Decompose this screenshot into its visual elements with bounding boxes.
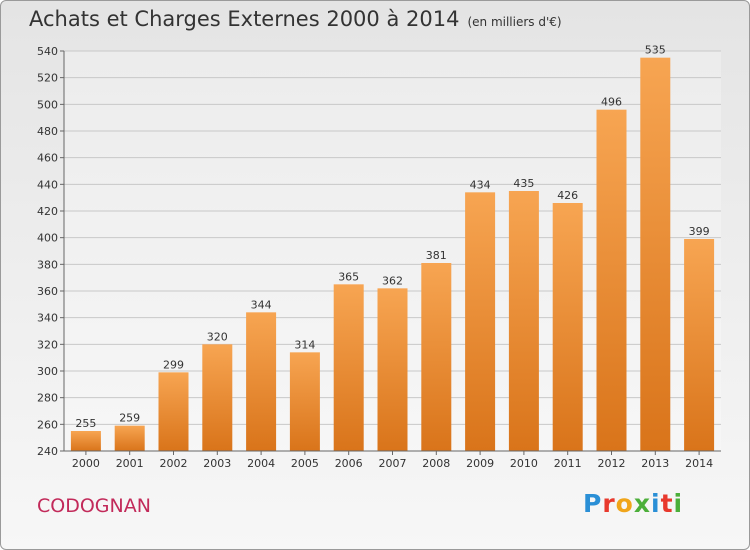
chart-title-text: Achats et Charges Externes 2000 à 2014 xyxy=(29,7,460,31)
data-label: 255 xyxy=(75,417,96,430)
bar xyxy=(465,192,496,452)
chart-unit: (en milliers d'€) xyxy=(467,15,562,29)
data-label: 344 xyxy=(251,298,272,311)
logo-letter: t xyxy=(660,489,674,518)
y-tick-label: 300 xyxy=(37,365,58,378)
y-tick-label: 500 xyxy=(37,98,58,111)
y-tick-label: 480 xyxy=(37,125,58,138)
data-label: 435 xyxy=(513,177,534,190)
bar xyxy=(114,425,145,451)
x-tick-label: 2007 xyxy=(379,457,407,470)
y-tick-label: 440 xyxy=(37,178,58,191)
chart-title: Achats et Charges Externes 2000 à 2014 (e… xyxy=(29,7,562,31)
data-label: 381 xyxy=(426,249,447,262)
x-tick-label: 2009 xyxy=(466,457,494,470)
y-tick-label: 360 xyxy=(37,285,58,298)
x-tick-label: 2004 xyxy=(247,457,275,470)
bar xyxy=(596,109,627,452)
x-tick-label: 2008 xyxy=(422,457,450,470)
data-label: 314 xyxy=(294,338,315,351)
x-tick-label: 2014 xyxy=(685,457,713,470)
x-tick-label: 2011 xyxy=(554,457,582,470)
logo-letter: i xyxy=(673,489,684,518)
data-label: 259 xyxy=(119,412,140,425)
y-tick-label: 340 xyxy=(37,312,58,325)
y-tick-label: 460 xyxy=(37,152,58,165)
data-label: 535 xyxy=(645,44,666,57)
bar xyxy=(508,191,539,451)
proxiti-logo: Proxiti xyxy=(583,489,683,518)
x-tick-label: 2000 xyxy=(72,457,100,470)
bar xyxy=(640,57,671,452)
x-tick-label: 2013 xyxy=(641,457,669,470)
bar xyxy=(552,203,583,451)
x-tick-label: 2005 xyxy=(291,457,319,470)
x-tick-label: 2010 xyxy=(510,457,538,470)
bar xyxy=(421,263,452,451)
y-tick-label: 540 xyxy=(37,45,58,58)
bar xyxy=(202,344,233,451)
logo-letter: o xyxy=(615,489,634,518)
data-label: 320 xyxy=(207,330,228,343)
y-tick-label: 400 xyxy=(37,232,58,245)
x-tick-label: 2012 xyxy=(598,457,626,470)
bar xyxy=(70,431,101,451)
data-label: 299 xyxy=(163,358,184,371)
y-tick-label: 260 xyxy=(37,418,58,431)
data-label: 365 xyxy=(338,270,359,283)
logo-letter: i xyxy=(651,489,661,518)
data-label: 399 xyxy=(689,225,710,238)
y-tick-label: 280 xyxy=(37,392,58,405)
x-tick-label: 2001 xyxy=(116,457,144,470)
data-label: 496 xyxy=(601,96,622,109)
y-tick-label: 320 xyxy=(37,338,58,351)
commune-name: CODOGNAN xyxy=(37,495,151,517)
data-label: 362 xyxy=(382,274,403,287)
bar xyxy=(246,312,277,451)
bar xyxy=(333,284,364,451)
y-tick-label: 240 xyxy=(37,445,58,458)
bar xyxy=(377,288,408,451)
x-tick-label: 2003 xyxy=(203,457,231,470)
logo-letter: P xyxy=(583,489,603,518)
x-tick-label: 2002 xyxy=(160,457,188,470)
x-tick-label: 2006 xyxy=(335,457,363,470)
y-tick-label: 520 xyxy=(37,72,58,85)
y-tick-label: 420 xyxy=(37,205,58,218)
bar xyxy=(684,239,715,451)
y-tick-label: 380 xyxy=(37,258,58,271)
logo-letter: x xyxy=(633,489,651,518)
data-label: 434 xyxy=(470,178,491,191)
bar xyxy=(289,352,320,451)
data-label: 426 xyxy=(557,189,578,202)
logo-letter: r xyxy=(602,489,616,518)
bar xyxy=(158,372,189,451)
